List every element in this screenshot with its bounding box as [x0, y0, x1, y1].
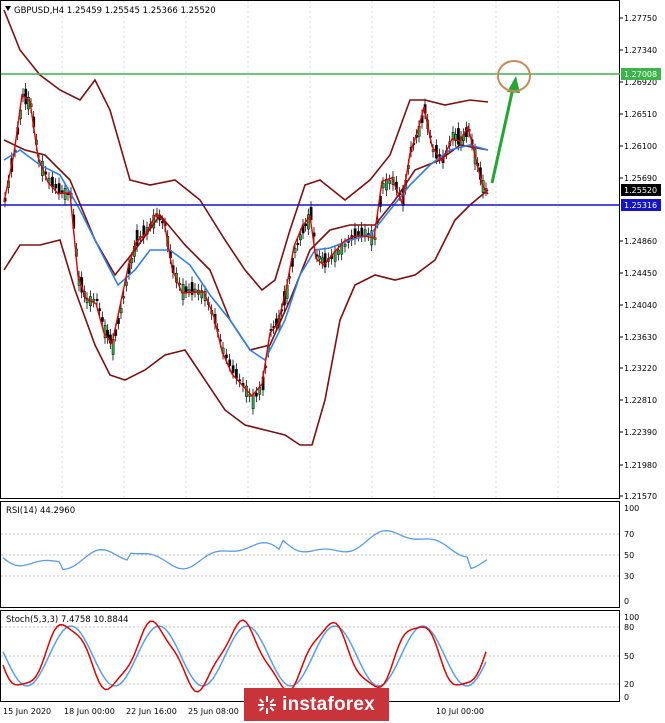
stoch-signal-line	[2, 625, 487, 687]
price-axis-label: 1.21570	[624, 492, 657, 500]
price-axis-label: 1.22390	[624, 428, 657, 437]
stoch-level-label-0: 0	[624, 693, 629, 702]
price-axis-label: 1.24040	[624, 301, 657, 310]
price-chart[interactable]: GBPUSD,H4 1.25459 1.25545 1.25366 1.2552…	[0, 0, 665, 500]
price-tag-support: 1.25316	[621, 199, 661, 211]
price-axis-label: 1.26510	[624, 110, 657, 119]
rsi-panel[interactable]: RSI(14) 44.2960 100 70 50 30 0	[0, 501, 639, 609]
time-label-3: 25 Jun 08:00	[188, 707, 239, 716]
price-axis-label: 1.23630	[624, 333, 657, 342]
rsi-level-label-0: 0	[624, 597, 629, 606]
rsi-level-label-30: 30	[624, 572, 634, 581]
moving-average-fast	[3, 93, 489, 398]
price-tag-support-text: 1.25316	[624, 201, 657, 210]
instaforex-logo: instaforex	[244, 688, 389, 721]
instaforex-logo-text: instaforex	[282, 693, 375, 715]
rsi-line	[2, 530, 488, 571]
rsi-header: RSI(14) 44.2960	[6, 506, 75, 516]
time-label-2: 22 Jun 16:00	[126, 707, 177, 716]
main-grid	[61, 1, 559, 499]
time-label-1: 18 Jun 00:00	[64, 707, 115, 716]
price-tag-resistance-text: 1.27008	[624, 70, 657, 79]
rsi-level-label-70: 70	[624, 530, 634, 539]
indicator-lines	[3, 9, 489, 446]
price-tag-resistance: 1.27008	[621, 68, 661, 80]
price-axis-label: 1.24450	[624, 269, 657, 278]
stoch-panel[interactable]: Stoch(5,3,3) 7.4758 10.8844 100 80 50 20…	[0, 610, 639, 703]
price-axis-label: 1.22810	[624, 396, 657, 405]
stoch-chart[interactable]: Stoch(5,3,3) 7.4758 10.8844 100 80 50 20…	[0, 610, 665, 703]
stoch-level-label-100: 100	[624, 613, 639, 622]
forecast-arrow	[490, 76, 520, 184]
bollinger-lower	[3, 189, 489, 446]
time-label-0: 15 Jun 2020	[3, 707, 51, 716]
target-circle	[497, 60, 531, 92]
main-chart-panel[interactable]: GBPUSD,H4 1.25459 1.25545 1.25366 1.2552…	[0, 0, 661, 500]
stoch-main-line	[2, 619, 487, 693]
stoch-header: Stoch(5,3,3) 7.4758 10.8844	[6, 615, 129, 625]
chart-header: GBPUSD,H4 1.25459 1.25545 1.25366 1.2552…	[14, 6, 216, 16]
rsi-chart[interactable]: RSI(14) 44.2960 100 70 50 30 0	[0, 501, 665, 609]
price-tag-current: 1.25520	[621, 184, 661, 196]
stoch-level-label-80: 80	[624, 623, 634, 632]
price-axis-label: 1.27340	[624, 46, 657, 55]
rsi-level-label-100: 100	[624, 504, 639, 513]
instaforex-logo-icon	[258, 695, 277, 714]
price-axis-label: 1.25690	[624, 174, 657, 183]
price-axis-label: 1.23220	[624, 364, 657, 373]
price-axis-label: 1.27750	[624, 14, 657, 23]
price-axis-label: 1.24860	[624, 237, 657, 246]
time-label-4: 10 Jul 00:00	[436, 707, 484, 716]
stoch-level-label-50: 50	[624, 652, 634, 661]
bollinger-upper	[3, 9, 489, 292]
rsi-level-label-50: 50	[624, 551, 634, 560]
price-axis-label: 1.26920	[624, 78, 657, 87]
price-axis: 1.27750 1.27340 1.26920 1.26510 1.26100 1.256…	[620, 14, 657, 500]
price-axis-label: 1.26100	[624, 142, 657, 151]
price-tag-current-text: 1.25520	[624, 186, 657, 195]
price-axis-label: 1.21980	[624, 461, 657, 470]
symbol-menu-icon[interactable]	[5, 6, 11, 11]
time-axis: 15 Jun 2020 18 Jun 00:00 22 Jun 16:00 25…	[3, 707, 484, 716]
stoch-level-label-20: 20	[624, 680, 634, 689]
